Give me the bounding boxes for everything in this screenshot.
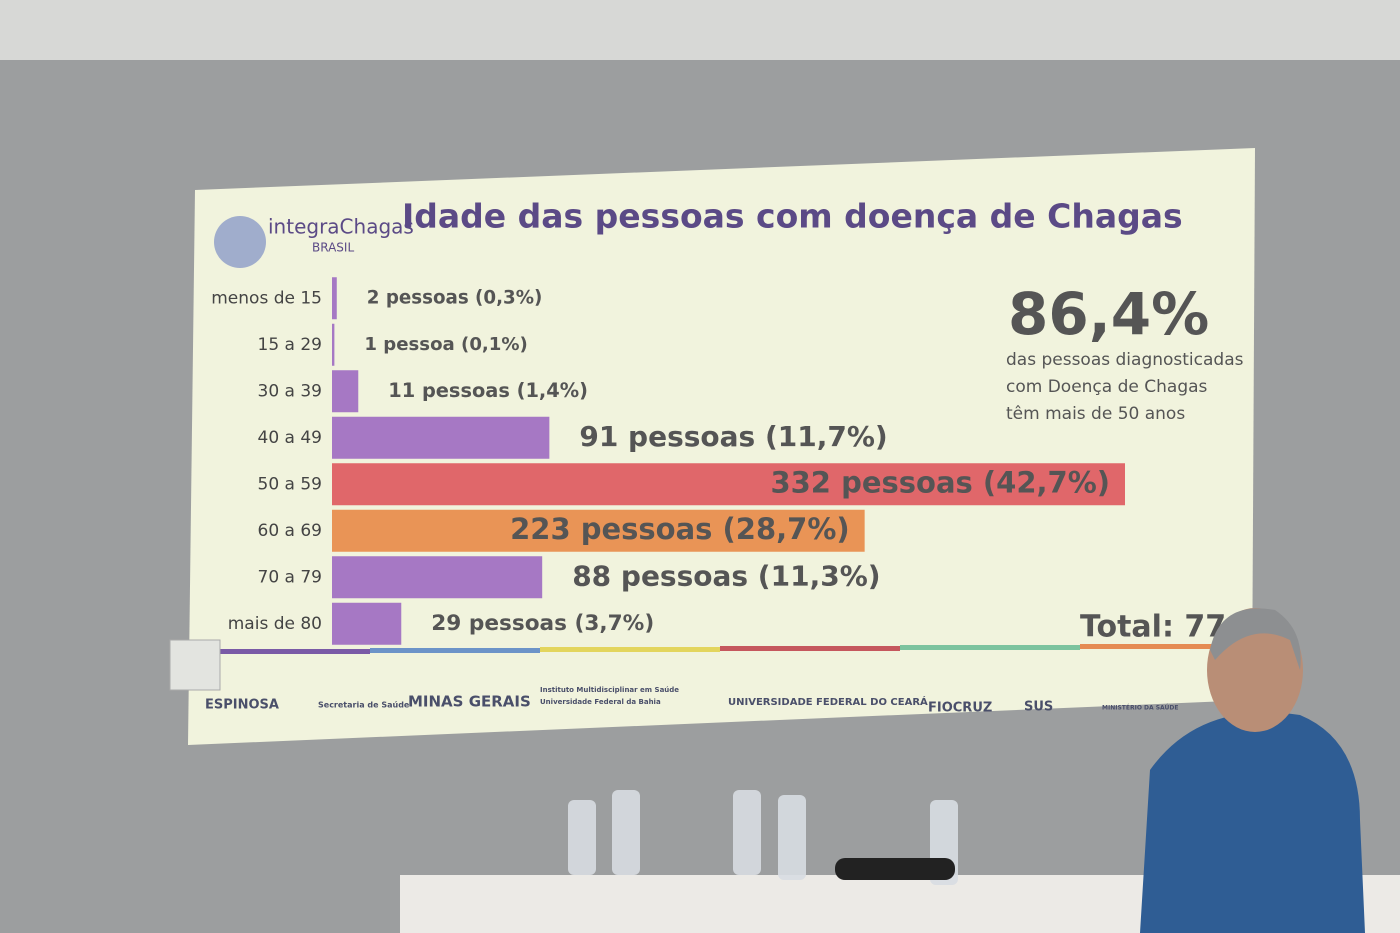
stripe — [540, 647, 720, 652]
data-label: 11 pessoas (1,4%) — [388, 379, 588, 402]
y-tick-label: 15 a 29 — [258, 335, 323, 355]
footer-logo: Universidade Federal da Bahia — [540, 698, 661, 706]
data-label: 29 pessoas (3,7%) — [431, 611, 654, 636]
annotation-line: das pessoas diagnosticadas — [1006, 350, 1244, 370]
stripe — [370, 648, 540, 653]
bar — [332, 370, 359, 413]
color-stripe — [200, 644, 1240, 654]
footer-logo: MINAS GERAIS — [408, 693, 531, 711]
footer-logo: FIOCRUZ — [928, 701, 992, 716]
wall-switch — [169, 639, 221, 691]
data-label: 223 pessoas (28,7%) — [510, 512, 850, 546]
bar — [332, 277, 337, 320]
total: Total: 77 — [1080, 610, 1226, 645]
bottle — [612, 790, 640, 875]
bottle — [778, 795, 806, 880]
bottle — [733, 790, 761, 875]
y-tick-label: 40 a 49 — [258, 428, 323, 448]
annotation-line: têm mais de 50 anos — [1006, 404, 1185, 424]
y-tick-label: 50 a 59 — [258, 474, 323, 494]
ceiling — [0, 0, 1400, 60]
y-tick-label: 60 a 69 — [258, 521, 323, 541]
annotation-line: com Doença de Chagas — [1006, 377, 1208, 397]
footer-logo: Secretaria de Saúde — [318, 701, 410, 710]
y-tick-label: 70 a 79 — [258, 567, 323, 587]
logo-name: integraChagas — [268, 215, 414, 239]
person-hair — [1210, 608, 1301, 670]
footer-logo: Instituto Multidisciplinar em Saúde — [540, 686, 679, 694]
y-tick-label: mais de 80 — [228, 614, 322, 634]
footer-logo: SUS — [1024, 700, 1053, 715]
y-tick-label: menos de 15 — [211, 288, 322, 308]
bar — [332, 323, 335, 366]
bar — [332, 463, 1125, 506]
data-label: 2 pessoas (0,3%) — [367, 287, 543, 308]
person-body — [1140, 712, 1365, 933]
data-label: 88 pessoas (11,3%) — [572, 559, 880, 592]
bar — [332, 416, 550, 459]
bar — [332, 556, 543, 599]
stripe — [900, 645, 1080, 650]
footer-logo: UNIVERSIDADE FEDERAL DO CEARÁ — [728, 695, 928, 708]
stripe — [1080, 644, 1240, 649]
logo-subtitle: BRASIL — [312, 241, 354, 255]
stripe — [720, 646, 900, 651]
annotation-headline: 86,4% — [1008, 280, 1209, 348]
bar — [332, 509, 865, 552]
data-label: 332 pessoas (42,7%) — [770, 465, 1110, 499]
y-tick-label: 30 a 39 — [258, 381, 323, 401]
data-label: 91 pessoas (11,7%) — [579, 420, 887, 453]
bag — [835, 858, 955, 880]
footer-logo: ESPINOSA — [205, 698, 279, 713]
bottle — [568, 800, 596, 875]
stripe — [200, 649, 370, 654]
bar — [332, 602, 402, 645]
chart-title: Idade das pessoas com doença de Chagas — [402, 197, 1183, 236]
logo-icon — [214, 216, 266, 268]
footer-logo: MINISTÉRIO DA SAÚDE — [1102, 704, 1178, 712]
bars: menos de 15 2 pessoas (0,3%) 15 a 29 1 pess… — [211, 277, 1125, 645]
data-label: 1 pessoa (0,1%) — [364, 334, 527, 355]
